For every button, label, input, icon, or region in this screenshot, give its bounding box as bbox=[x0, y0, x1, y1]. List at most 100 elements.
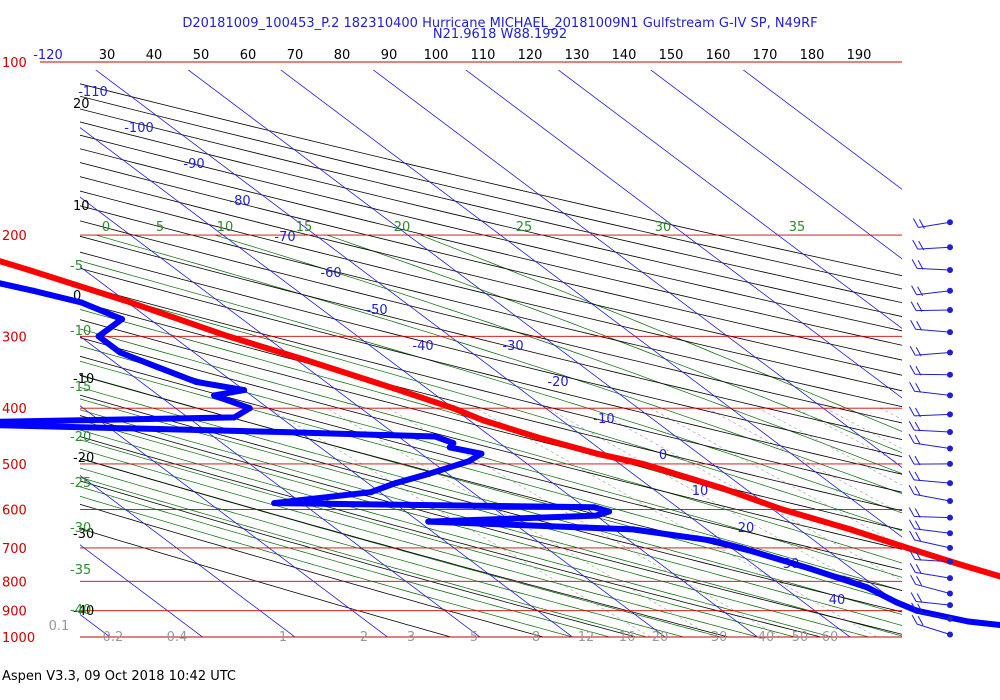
top-scale-label: 70 bbox=[287, 48, 304, 63]
dry-adiabat-line bbox=[80, 284, 902, 493]
wind-barb-dot bbox=[947, 460, 953, 467]
dry-adiabat-line bbox=[80, 190, 902, 392]
dry-adiabat-line bbox=[80, 374, 902, 591]
temperature-profile-point bbox=[450, 405, 457, 412]
dewpoint-profile-point bbox=[211, 392, 218, 399]
moist-adiabat-line bbox=[326, 234, 902, 454]
pressure-label: 1000 bbox=[2, 631, 35, 646]
mixing-ratio-label: 16 bbox=[619, 630, 636, 645]
dry-adiabat-line bbox=[80, 205, 902, 408]
isotherm-label: 40 bbox=[829, 593, 846, 608]
left-number-label: -30 bbox=[73, 527, 94, 542]
temperature-profile-point bbox=[847, 526, 854, 533]
wind-barb-flag bbox=[917, 260, 924, 270]
wind-barb-dot bbox=[947, 590, 953, 597]
left-green-label: -40 bbox=[70, 603, 91, 618]
mixing-ratio-label: 60 bbox=[822, 630, 839, 645]
mixing-ratio-line bbox=[952, 408, 1000, 637]
wind-barb-shaft bbox=[914, 413, 951, 417]
wind-barb-dot bbox=[947, 371, 953, 378]
wind-barb-flag bbox=[909, 382, 916, 392]
dewpoint-profile-point bbox=[478, 450, 485, 457]
mixing-ratio-label: 2 bbox=[360, 630, 368, 645]
wind-barb-flag bbox=[917, 603, 924, 614]
wind-barb-flag bbox=[914, 471, 921, 482]
isotherm-label: 10 bbox=[692, 484, 709, 499]
moist-adiabat-label: 5 bbox=[156, 220, 164, 235]
pressure-label: 200 bbox=[2, 229, 27, 244]
pressure-label: 300 bbox=[2, 330, 27, 345]
mixing-ratio-label: 0.1 bbox=[49, 619, 70, 634]
isotherm-line bbox=[80, 474, 296, 638]
dry-adiabat-line bbox=[80, 83, 902, 277]
temperature-profile-point bbox=[904, 544, 911, 551]
wind-barb-shaft bbox=[917, 267, 951, 271]
wind-barb-flag bbox=[912, 239, 919, 250]
dewpoint-profile-point bbox=[893, 599, 900, 606]
isotherm-line bbox=[80, 196, 666, 638]
top-scale-label: 30 bbox=[99, 48, 116, 63]
temperature-profile-point bbox=[225, 333, 232, 340]
wind-barb-shaft bbox=[915, 571, 951, 579]
dewpoint-profile-point bbox=[737, 544, 744, 551]
moist-adiabat-label: 0 bbox=[102, 220, 110, 235]
temperature-profile bbox=[0, 258, 1000, 580]
moist-adiabat-line bbox=[420, 234, 902, 432]
left-green-label: -25 bbox=[70, 476, 91, 491]
dry-adiabats bbox=[80, 83, 902, 638]
wind-barb-flag bbox=[916, 593, 923, 603]
dry-adiabat-line bbox=[80, 176, 902, 376]
wind-barb-flag bbox=[909, 364, 916, 375]
wind-barb-dot bbox=[947, 514, 953, 521]
wind-barb-flag bbox=[918, 219, 925, 229]
wind-barb-flag bbox=[915, 365, 922, 376]
dewpoint-profile-point bbox=[246, 405, 253, 412]
top-scale-label: 80 bbox=[334, 48, 351, 63]
dry-adiabat-line bbox=[80, 394, 902, 613]
wind-barb-flag bbox=[914, 520, 921, 530]
wind-barb-dot bbox=[947, 631, 953, 638]
moist-adiabat-label: 35 bbox=[789, 220, 806, 235]
wind-barb-flag bbox=[911, 259, 918, 269]
temperature-profile-point bbox=[480, 417, 487, 424]
dewpoint-profile-point bbox=[709, 537, 716, 544]
dewpoint-profile-point bbox=[95, 333, 102, 340]
dry-adiabat-line bbox=[80, 415, 902, 635]
wind-barb-flag bbox=[916, 576, 923, 586]
wind-barb-flag bbox=[910, 592, 917, 602]
mixing-ratio-label: 20 bbox=[652, 630, 669, 645]
temperature-profile-point bbox=[639, 460, 646, 467]
isotherm-label: -40 bbox=[412, 339, 433, 354]
isotherm-label: -110 bbox=[78, 85, 108, 100]
top-scale-label: 140 bbox=[612, 48, 637, 63]
wind-barb-dot bbox=[947, 558, 953, 565]
dewpoint-profile-point bbox=[119, 316, 125, 323]
moist-adiabat-label: 10 bbox=[217, 220, 234, 235]
isotherm-line bbox=[372, 70, 902, 468]
dewpoint-profile-point bbox=[591, 504, 598, 511]
mixing-ratio-label: 50 bbox=[792, 630, 809, 645]
left-green-label: -5 bbox=[70, 259, 83, 274]
dry-adiabat-line bbox=[80, 148, 902, 346]
wind-barb-flag bbox=[909, 550, 916, 560]
left-number-label: -10 bbox=[73, 372, 94, 387]
wind-barb-dot bbox=[947, 307, 953, 313]
wind-barbs bbox=[908, 218, 953, 638]
dry-adiabat-line bbox=[80, 457, 729, 638]
dry-adiabat-line bbox=[80, 503, 544, 638]
wind-barb-dot bbox=[947, 392, 953, 399]
left-green-label: -35 bbox=[70, 563, 91, 578]
wind-barb-dot bbox=[947, 575, 953, 582]
wind-barb-shaft bbox=[915, 583, 951, 594]
wind-barb-flag bbox=[909, 530, 916, 541]
left-green-label: -10 bbox=[70, 324, 91, 339]
dewpoint-profile-point bbox=[965, 618, 972, 625]
isobars bbox=[40, 61, 902, 638]
wind-barb-flag bbox=[908, 519, 915, 529]
dewpoint-profile-point bbox=[392, 480, 399, 487]
wind-barb-flag bbox=[908, 470, 915, 481]
sounding-profiles bbox=[0, 258, 1000, 628]
dry-adiabat-line bbox=[80, 337, 902, 550]
mixing-ratio-line bbox=[592, 407, 902, 581]
